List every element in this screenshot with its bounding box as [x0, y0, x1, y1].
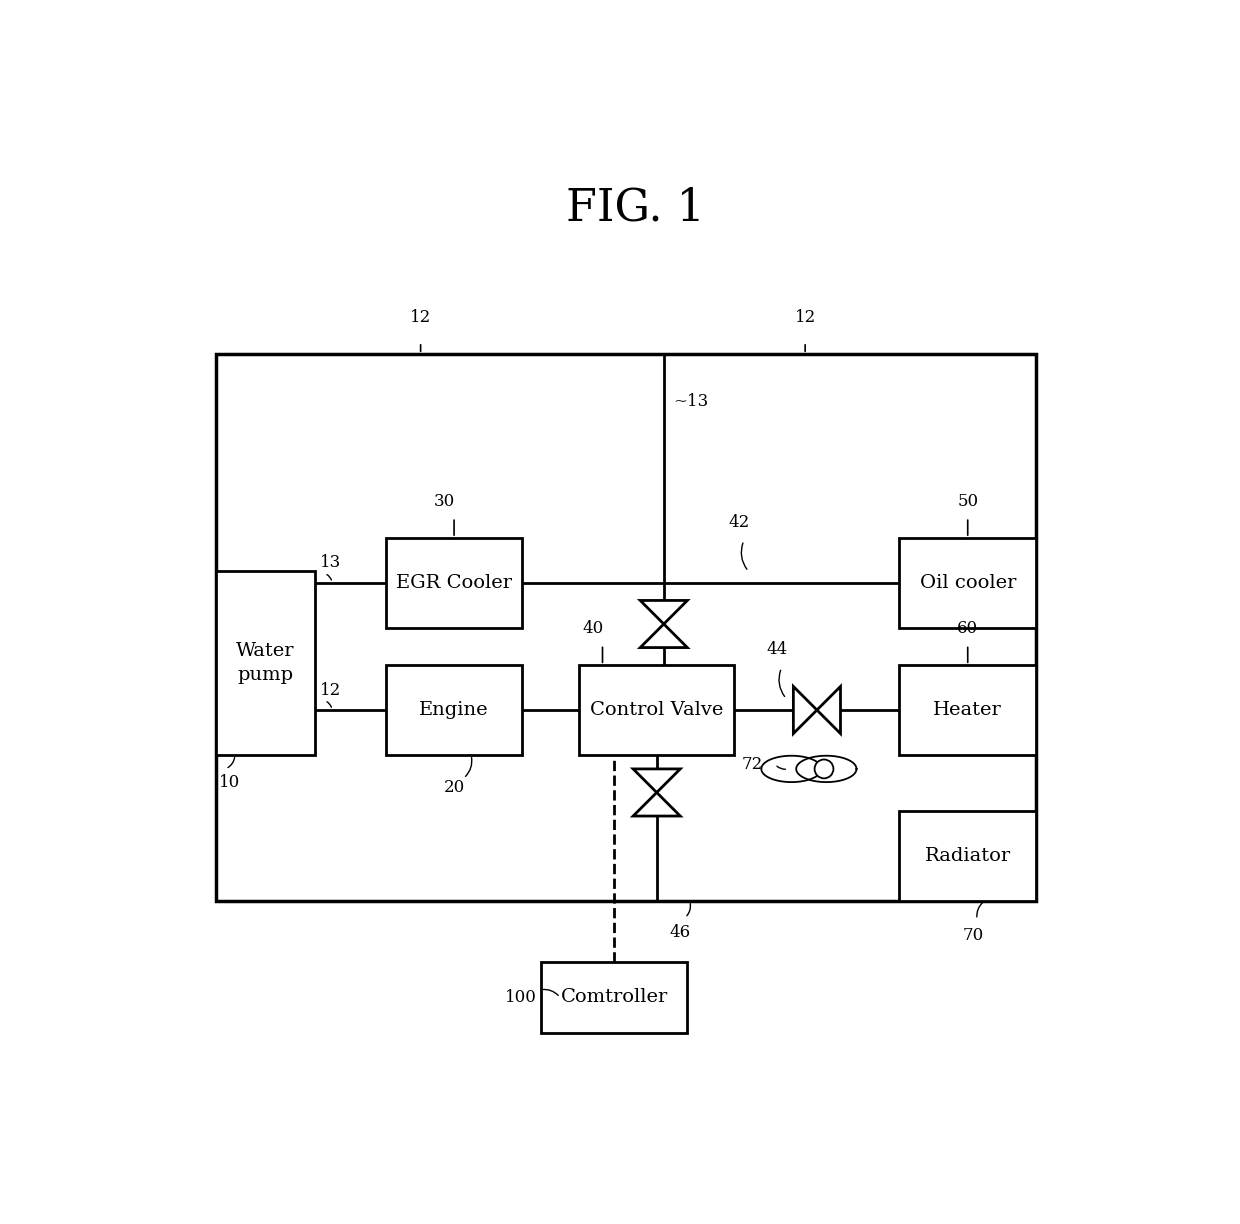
Text: 12: 12 [320, 682, 341, 699]
Text: 12: 12 [795, 308, 816, 326]
Text: 60: 60 [957, 621, 978, 636]
Bar [899, 812, 1037, 901]
Text: 42: 42 [729, 514, 750, 531]
Text: Radiator: Radiator [925, 847, 1011, 865]
Text: 46: 46 [670, 924, 691, 941]
Text: Oil cooler: Oil cooler [920, 574, 1016, 591]
Bar [899, 539, 1037, 628]
Text: Water
pump: Water pump [237, 643, 295, 684]
Text: 40: 40 [583, 621, 604, 636]
Text: 10: 10 [219, 774, 241, 791]
Text: Heater: Heater [934, 701, 1002, 718]
Text: Comtroller: Comtroller [560, 989, 668, 1006]
Text: Engine: Engine [419, 701, 489, 718]
Text: 30: 30 [434, 493, 455, 509]
Text: Control Valve: Control Valve [590, 701, 723, 718]
Bar [541, 962, 687, 1033]
Bar [386, 539, 522, 628]
Polygon shape [794, 687, 817, 733]
Text: FIG. 1: FIG. 1 [567, 186, 704, 230]
Bar [386, 665, 522, 755]
Bar [899, 665, 1037, 755]
Polygon shape [640, 601, 687, 624]
Bar [579, 665, 734, 755]
Text: 44: 44 [766, 641, 787, 659]
Text: 20: 20 [444, 780, 465, 797]
Text: ~13: ~13 [673, 393, 708, 410]
Text: 70: 70 [963, 928, 985, 944]
Text: EGR Cooler: EGR Cooler [396, 574, 512, 591]
Text: 13: 13 [320, 554, 341, 572]
Text: 50: 50 [957, 493, 978, 509]
Polygon shape [634, 769, 681, 792]
Bar [216, 570, 315, 755]
Text: 72: 72 [742, 755, 763, 772]
Polygon shape [634, 792, 681, 816]
Text: 12: 12 [410, 308, 432, 326]
Bar [216, 354, 1037, 901]
Polygon shape [640, 624, 687, 647]
Text: 100: 100 [505, 989, 537, 1006]
Circle shape [815, 759, 833, 778]
Polygon shape [817, 687, 841, 733]
